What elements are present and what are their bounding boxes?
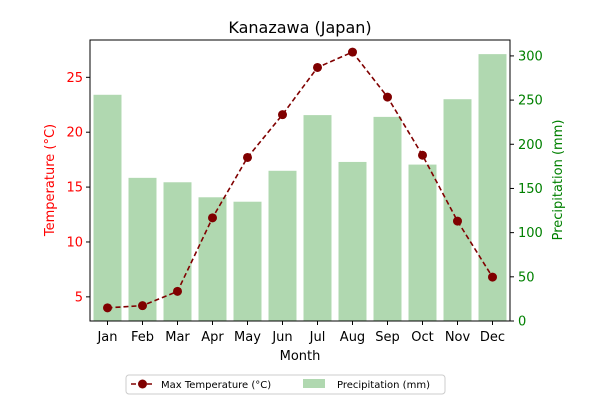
point-oct (418, 150, 427, 160)
temperature-line (107, 51, 494, 309)
x-tick-label: Aug (340, 330, 365, 345)
point-aug (348, 47, 357, 57)
bar-jun (268, 170, 297, 321)
bar-may (233, 201, 262, 321)
legend-marker-swatch (138, 379, 147, 389)
left-y-tick-label: 20 (66, 126, 83, 141)
left-y-tick-label: 15 (66, 181, 83, 196)
x-axis-label: Month (280, 349, 321, 364)
x-tick-label: Mar (165, 330, 190, 345)
right-y-tick-label: 200 (518, 138, 543, 153)
bar-jul (303, 115, 332, 321)
left-y-tick-label: 10 (66, 235, 83, 250)
legend-label-temperature: Max Temperature (°C) (161, 380, 271, 391)
bar-mar (163, 182, 192, 321)
point-sep (383, 92, 392, 102)
point-jul (313, 62, 322, 72)
point-dec (488, 272, 497, 282)
x-tick-label: Jul (309, 330, 326, 345)
x-tick-label: May (234, 330, 261, 345)
left-y-axis: 5 10 15 20 25 (66, 71, 90, 305)
point-jan (103, 303, 112, 313)
bar-sep (373, 116, 402, 322)
left-y-tick-label: 25 (66, 71, 83, 86)
bar-feb (128, 177, 157, 321)
plot-frame (89, 39, 511, 322)
left-y-axis-label: Temperature (°C) (43, 124, 58, 237)
x-axis: Jan Feb Mar Apr May Jun Jul Aug Sep Oct Nov Dec (96, 321, 505, 345)
right-y-tick-label: 150 (518, 182, 543, 197)
bar-nov (443, 99, 472, 321)
line-series (103, 47, 497, 313)
bar-jan (93, 94, 122, 321)
point-nov (453, 216, 462, 226)
right-y-tick-label: 300 (518, 49, 543, 64)
point-jun (278, 110, 287, 120)
x-tick-label: Dec (480, 330, 505, 345)
point-mar (173, 286, 182, 296)
bar-aug (338, 161, 367, 321)
chart-title: Kanazawa (Japan) (228, 18, 371, 37)
x-tick-label: Jun (271, 330, 292, 345)
right-y-tick-label: 100 (518, 226, 543, 241)
bar-oct (408, 164, 437, 321)
legend-label-precipitation: Precipitation (mm) (337, 380, 430, 391)
left-y-tick-label: 5 (75, 290, 83, 305)
right-y-tick-label: 250 (518, 94, 543, 109)
x-tick-label: Feb (131, 330, 154, 345)
point-apr (208, 213, 217, 223)
x-tick-label: Apr (201, 330, 224, 345)
x-tick-label: Jan (96, 330, 117, 345)
legend-bar-swatch (303, 379, 325, 388)
right-y-axis-label: Precipitation (mm) (551, 120, 566, 241)
right-y-tick-label: 0 (518, 315, 526, 330)
legend-box (125, 374, 446, 395)
point-feb (138, 301, 147, 311)
x-tick-label: Nov (445, 330, 471, 345)
right-y-tick-label: 50 (518, 270, 535, 285)
right-y-axis: 0 50 100 150 200 250 300 (510, 49, 543, 330)
bar-series (93, 54, 507, 322)
point-may (243, 152, 252, 162)
x-tick-label: Sep (375, 330, 400, 345)
x-tick-label: Oct (411, 330, 433, 345)
legend: Max Temperature (°C) Precipitation (mm) (125, 374, 446, 395)
